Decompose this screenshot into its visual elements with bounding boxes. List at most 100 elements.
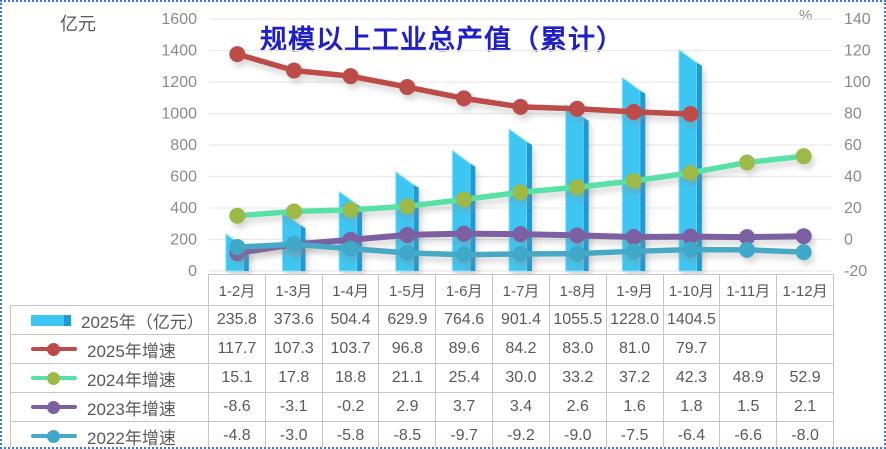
right-axis-tick: -20 bbox=[844, 263, 867, 280]
line-marker bbox=[455, 90, 472, 107]
right-axis-tick: 60 bbox=[844, 137, 862, 154]
value-cell bbox=[776, 305, 834, 335]
value-cell: 21.1 bbox=[378, 363, 437, 393]
right-axis-tick: 140 bbox=[844, 11, 871, 28]
legend-line-swatch bbox=[31, 400, 77, 415]
value-cell: 25.4 bbox=[435, 363, 494, 393]
legend-cell: 2022年增速 bbox=[10, 421, 209, 448]
line-marker bbox=[399, 226, 416, 243]
value-cell: 30.0 bbox=[492, 363, 550, 393]
legend-line-swatch bbox=[31, 342, 77, 357]
value-cell: 89.6 bbox=[435, 334, 494, 364]
line-marker bbox=[569, 245, 586, 262]
value-cell: 1404.5 bbox=[662, 305, 721, 335]
line-marker bbox=[455, 225, 472, 242]
line-marker bbox=[739, 154, 756, 171]
column-header: 1-6月 bbox=[435, 274, 494, 306]
line-marker bbox=[229, 46, 246, 63]
legend-label: 2025年（亿元） bbox=[81, 312, 204, 332]
value-cell: -6.6 bbox=[719, 421, 778, 447]
legend-bar-swatch bbox=[31, 314, 71, 326]
value-cell: 52.9 bbox=[776, 363, 834, 393]
value-cell: 1.5 bbox=[719, 392, 778, 422]
line-marker bbox=[682, 241, 699, 258]
value-cell: 2.6 bbox=[548, 392, 607, 422]
right-axis-tick: 0 bbox=[844, 232, 853, 249]
column-header: 1-10月 bbox=[662, 274, 721, 306]
left-axis-tick: 1000 bbox=[161, 106, 197, 123]
value-cell: 504.4 bbox=[321, 305, 380, 335]
right-axis-unit-label: % bbox=[799, 7, 813, 24]
right-axis-tick: 80 bbox=[844, 106, 862, 123]
value-cell: -8.0 bbox=[776, 421, 834, 447]
value-cell: 96.8 bbox=[378, 334, 437, 364]
bar-side bbox=[413, 184, 419, 271]
column-header: 1-8月 bbox=[548, 274, 607, 306]
value-cell: -0.2 bbox=[321, 392, 380, 422]
legend-line-swatch bbox=[31, 429, 77, 444]
column-header: 1-7月 bbox=[492, 274, 550, 306]
value-cell: 81.0 bbox=[605, 334, 664, 364]
value-cell: 2.9 bbox=[378, 392, 437, 422]
line-marker bbox=[795, 228, 812, 245]
line-marker bbox=[682, 105, 699, 122]
line-marker bbox=[455, 246, 472, 263]
table-row: 2024年增速 15.1 17.8 18.8 21.1 25.4 30.0 33.2 37.2 4… bbox=[10, 363, 834, 393]
legend-cell: 2023年增速 bbox=[10, 392, 209, 422]
combo-chart: 0 200 400 600 800 1000 1200 1400 1600 -20 0 20 40 60 8… bbox=[161, 11, 871, 280]
line-series-3 bbox=[229, 225, 812, 262]
bar-side bbox=[583, 117, 589, 271]
table-row: 2023年增速 -8.6 -3.1 -0.2 2.9 3.7 3.4 2.6 1.6 1.8 1.5… bbox=[10, 392, 834, 422]
line-marker bbox=[399, 198, 416, 215]
data-table: 1-2月 1-3月 1-4月 1-5月 1-6月 1-7月 1-8月 1-9月 1-10月 1-1… bbox=[10, 274, 834, 448]
line-marker bbox=[512, 184, 529, 201]
line-marker bbox=[455, 191, 472, 208]
column-header: 1-4月 bbox=[321, 274, 380, 306]
line-series-4 bbox=[229, 236, 812, 263]
left-axis-tick: 1600 bbox=[161, 11, 197, 28]
value-cell: 1228.0 bbox=[605, 305, 664, 335]
line-marker bbox=[682, 228, 699, 245]
line-marker bbox=[569, 100, 586, 117]
line-series-2 bbox=[229, 148, 812, 224]
line-marker bbox=[512, 245, 529, 262]
line-marker bbox=[342, 201, 359, 218]
axis-label-row: 1-2月 1-3月 1-4月 1-5月 1-6月 1-7月 1-8月 1-9月 1-10月 1-1… bbox=[11, 274, 834, 306]
column-header: 1-9月 bbox=[605, 274, 664, 306]
line-marker bbox=[795, 148, 812, 165]
value-cell: 629.9 bbox=[378, 305, 437, 335]
line-marker bbox=[285, 203, 302, 220]
bar-side bbox=[527, 142, 532, 271]
left-axis-tick: 400 bbox=[170, 200, 197, 217]
table-row: 2025年（亿元） 235.8 373.6 504.4 629.9 764.6 901.4 1… bbox=[10, 305, 834, 335]
legend-label: 2023年增速 bbox=[87, 399, 176, 419]
line-marker bbox=[285, 62, 302, 79]
column-header: 1-5月 bbox=[378, 274, 437, 306]
line-marker bbox=[625, 228, 642, 245]
legend-header-spacer bbox=[11, 275, 209, 306]
left-axis-tick: 1400 bbox=[161, 43, 197, 60]
column-header: 1-12月 bbox=[776, 274, 834, 306]
left-axis-tick: 600 bbox=[170, 169, 197, 186]
line-marker bbox=[625, 172, 642, 189]
right-axis-tick: 120 bbox=[844, 43, 871, 60]
value-cell: -6.4 bbox=[662, 421, 721, 447]
line-marker bbox=[739, 241, 756, 258]
value-cell: 1.6 bbox=[605, 392, 664, 422]
value-cell: -7.5 bbox=[605, 421, 664, 447]
value-cell: -8.5 bbox=[378, 421, 437, 447]
value-cell: 79.7 bbox=[662, 334, 721, 364]
value-cell: 764.6 bbox=[435, 305, 494, 335]
legend-label: 2022年增速 bbox=[87, 428, 176, 448]
value-cell: 83.0 bbox=[548, 334, 607, 364]
value-cell: -3.0 bbox=[264, 421, 323, 447]
legend-cell: 2025年（亿元） bbox=[10, 305, 209, 335]
value-cell: 3.4 bbox=[492, 392, 550, 422]
value-cell: 1055.5 bbox=[548, 305, 607, 335]
left-axis-tick: 800 bbox=[170, 137, 197, 154]
line-marker bbox=[512, 226, 529, 243]
line-series-1 bbox=[229, 46, 699, 122]
value-cell: 103.7 bbox=[321, 334, 380, 364]
column-header: 1-3月 bbox=[264, 274, 323, 306]
